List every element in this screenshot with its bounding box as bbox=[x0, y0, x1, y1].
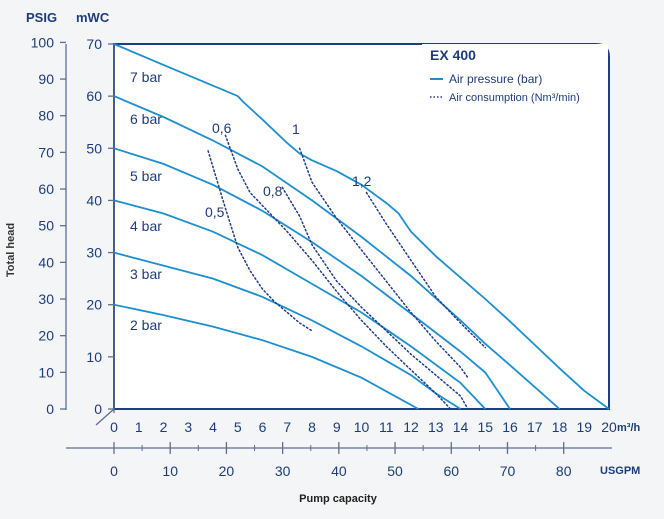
mwc-tick-label: 0 bbox=[94, 401, 102, 417]
m3h-tick-label: 10 bbox=[354, 419, 370, 435]
psig-tick-label: 20 bbox=[38, 328, 54, 344]
axes-layer bbox=[60, 41, 612, 454]
m3h-tick-label: 17 bbox=[527, 419, 543, 435]
pressure-curve-6-bar bbox=[113, 95, 561, 410]
curve-label-6-bar: 6 bar bbox=[130, 111, 162, 127]
pressure-curve-3-bar bbox=[113, 251, 461, 410]
curve-label-0-5: 0,5 bbox=[205, 204, 225, 220]
curve-label-7-bar: 7 bar bbox=[130, 69, 162, 85]
x-axis-unit-m3h: m³/h bbox=[617, 422, 641, 434]
y-axis-label: Total head bbox=[5, 223, 17, 277]
mwc-tick-label: 60 bbox=[86, 88, 102, 104]
x-axis-break bbox=[95, 408, 115, 426]
consumption-curve-1 bbox=[298, 147, 469, 379]
curve-label-0-6: 0,6 bbox=[212, 120, 232, 136]
psig-tick-label: 70 bbox=[38, 144, 54, 160]
psig-tick-label: 40 bbox=[38, 254, 54, 270]
psig-tick-label: 50 bbox=[38, 218, 54, 234]
consumption-curve-0-5 bbox=[207, 150, 313, 332]
legend-entry-consumption: Air consumption (Nm³/min) bbox=[449, 92, 580, 104]
m3h-tick-label: 9 bbox=[333, 419, 341, 435]
usgpm-tick-label: 40 bbox=[331, 463, 347, 479]
mwc-tick-label: 10 bbox=[86, 349, 102, 365]
m3h-tick-label: 19 bbox=[576, 419, 592, 435]
m3h-tick-label: 12 bbox=[403, 419, 419, 435]
m3h-tick-label: 0 bbox=[110, 419, 118, 435]
consumption-curve-0-6 bbox=[224, 134, 452, 410]
m3h-tick-label: 18 bbox=[552, 419, 568, 435]
psig-tick-label: 60 bbox=[38, 181, 54, 197]
mwc-tick-label: 30 bbox=[86, 245, 102, 261]
usgpm-tick-label: 60 bbox=[443, 463, 459, 479]
mwc-tick-label: 50 bbox=[86, 140, 102, 156]
usgpm-tick-label: 0 bbox=[110, 463, 118, 479]
usgpm-tick-label: 10 bbox=[162, 463, 178, 479]
m3h-tick-label: 16 bbox=[502, 419, 518, 435]
m3h-tick-label: 5 bbox=[234, 419, 242, 435]
curve-label-2-bar: 2 bar bbox=[130, 317, 162, 333]
legend: EX 400 Air pressure (bar) Air consumptio… bbox=[422, 44, 608, 106]
m3h-tick-label: 11 bbox=[379, 419, 394, 435]
mwc-tick-label: 20 bbox=[86, 297, 102, 313]
text-layer: 7 bar 6 bar 5 bar 4 bar 3 bar 2 bar 0,6 1 0,8 0,5… bbox=[31, 34, 617, 479]
legend-entry-pressure: Air pressure (bar) bbox=[449, 72, 542, 86]
curve-label-0-8: 0,8 bbox=[263, 183, 283, 199]
m3h-tick-label: 20 bbox=[601, 419, 617, 435]
curves-layer bbox=[113, 43, 610, 410]
pressure-curve-4-bar bbox=[113, 199, 486, 410]
x-axis-label: Pump capacity bbox=[299, 493, 378, 505]
m3h-tick-label: 1 bbox=[135, 419, 143, 435]
curve-label-5-bar: 5 bar bbox=[130, 168, 162, 184]
consumption-curve-0-8 bbox=[281, 186, 469, 410]
y-axis-unit-mwc: mWC bbox=[76, 10, 110, 25]
curve-label-3-bar: 3 bar bbox=[130, 266, 162, 282]
m3h-tick-label: 6 bbox=[259, 419, 267, 435]
usgpm-tick-label: 20 bbox=[219, 463, 235, 479]
curve-label-1-2: 1,2 bbox=[352, 173, 372, 189]
m3h-tick-label: 3 bbox=[184, 419, 192, 435]
m3h-tick-label: 4 bbox=[209, 419, 217, 435]
psig-tick-label: 10 bbox=[38, 364, 54, 380]
m3h-tick-label: 8 bbox=[308, 419, 316, 435]
chart-title: EX 400 bbox=[430, 47, 476, 63]
m3h-tick-label: 14 bbox=[453, 419, 469, 435]
psig-tick-label: 0 bbox=[46, 401, 54, 417]
m3h-tick-label: 2 bbox=[160, 419, 168, 435]
psig-tick-label: 30 bbox=[38, 291, 54, 307]
usgpm-tick-label: 80 bbox=[556, 463, 572, 479]
usgpm-tick-label: 30 bbox=[275, 463, 291, 479]
mwc-tick-label: 40 bbox=[86, 192, 102, 208]
psig-tick-label: 80 bbox=[38, 108, 54, 124]
curve-label-4-bar: 4 bar bbox=[130, 218, 162, 234]
usgpm-tick-label: 50 bbox=[387, 463, 403, 479]
curve-label-1: 1 bbox=[292, 121, 300, 137]
m3h-tick-label: 7 bbox=[283, 419, 291, 435]
psig-tick-label: 90 bbox=[38, 71, 54, 87]
legend-box bbox=[422, 44, 608, 106]
y-axis-unit-psig: PSIG bbox=[26, 10, 57, 25]
psig-tick-label: 100 bbox=[31, 34, 55, 50]
mwc-tick-label: 70 bbox=[86, 36, 102, 52]
m3h-tick-label: 15 bbox=[477, 419, 493, 435]
pressure-curve-7-bar bbox=[113, 43, 610, 410]
usgpm-tick-label: 70 bbox=[500, 463, 516, 479]
m3h-tick-label: 13 bbox=[428, 419, 444, 435]
x-axis-unit-usgpm: USGPM bbox=[600, 465, 640, 477]
pressure-curve-2-bar bbox=[113, 303, 419, 410]
pressure-curve-5-bar bbox=[113, 147, 511, 410]
